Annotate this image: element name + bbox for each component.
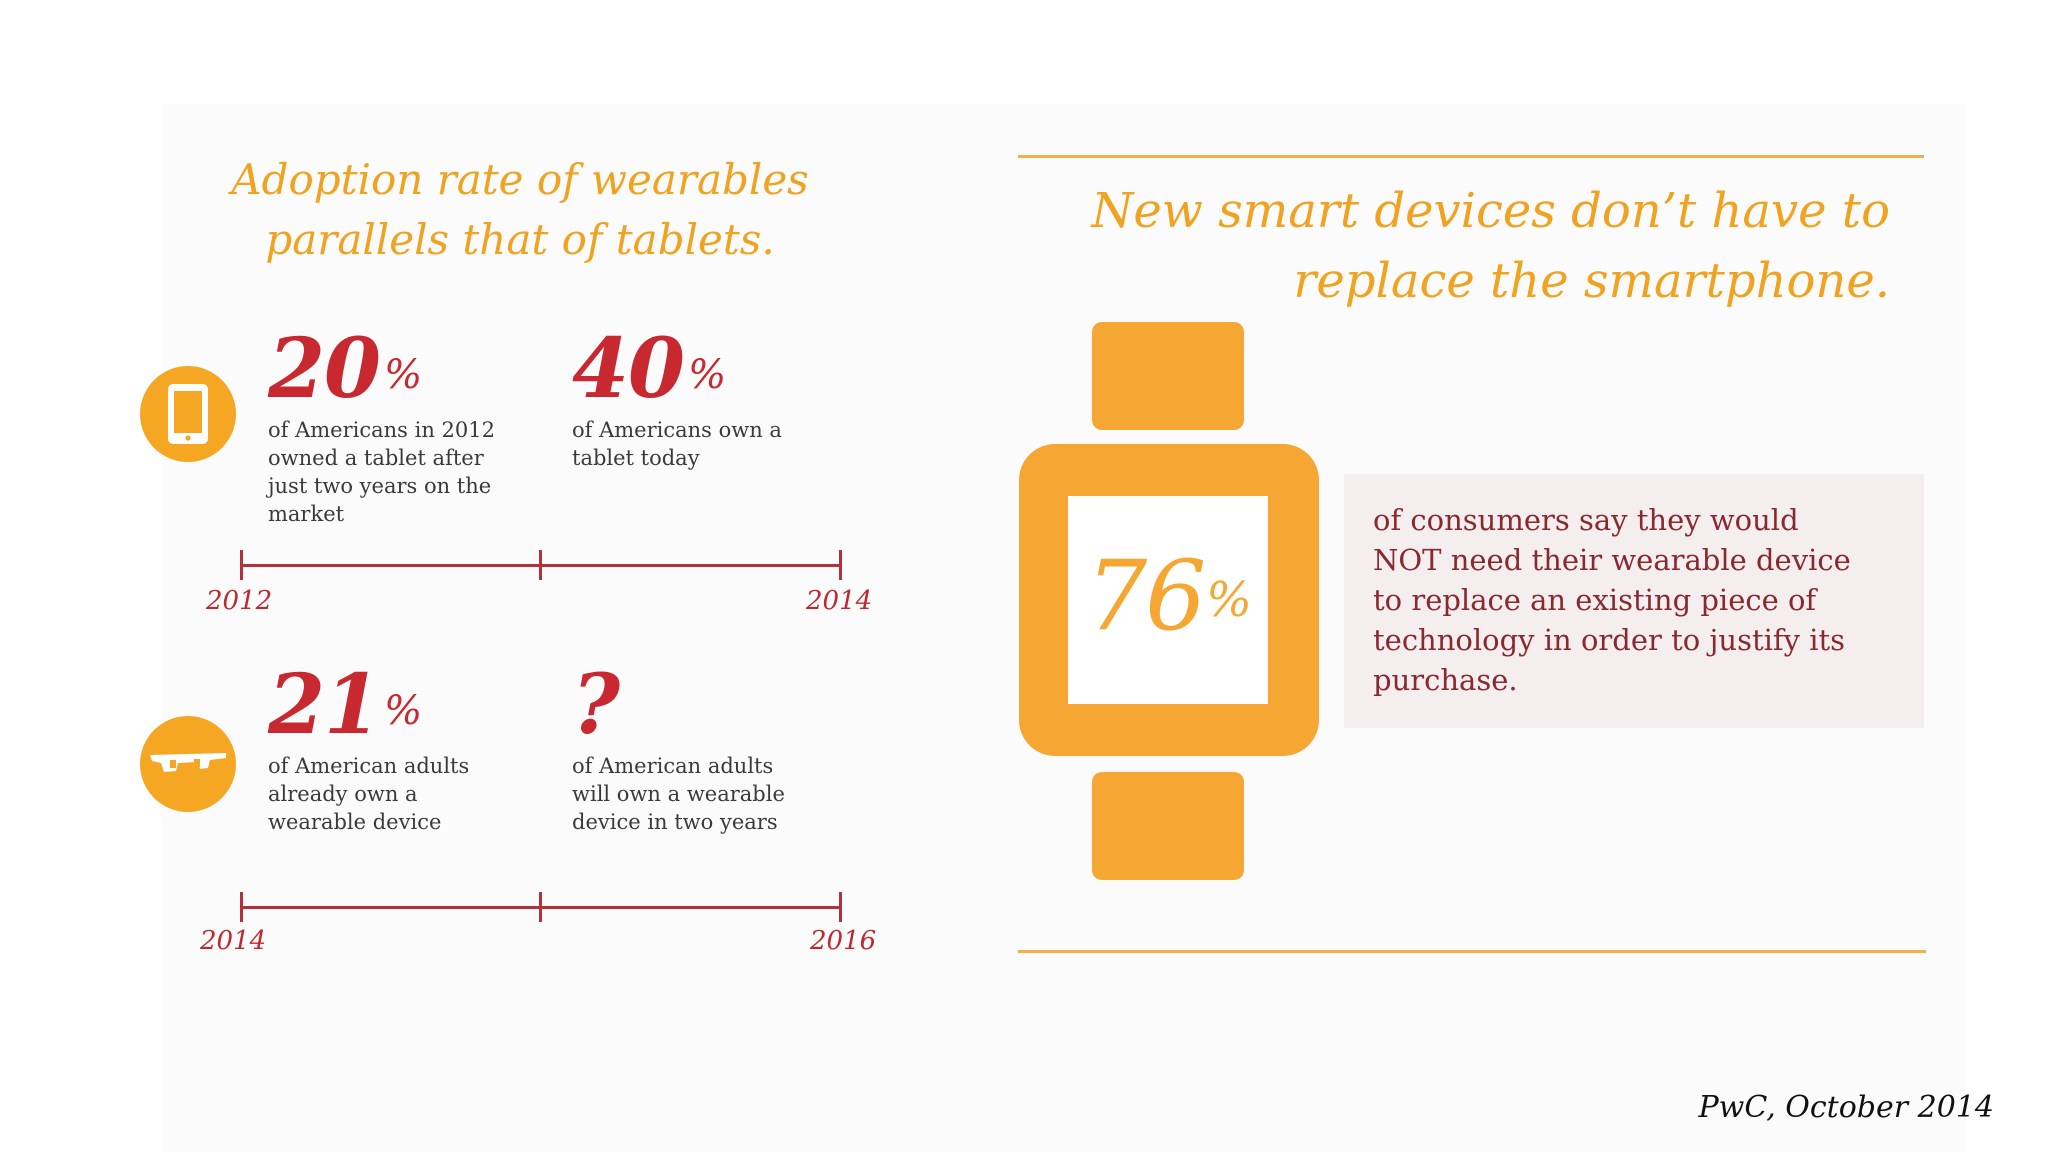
- stat-tablet-today-value: 40%: [572, 321, 726, 417]
- stat-wearable-now-value: 21%: [268, 657, 422, 753]
- top-divider: [1018, 155, 1924, 158]
- timeline-tick-end: [839, 892, 842, 922]
- timeline-tick-start: [240, 892, 243, 922]
- smartwatch-strap-top: [1092, 322, 1244, 430]
- timeline-tablet: [240, 550, 842, 580]
- bottom-divider: [1018, 950, 1926, 953]
- timeline-tablet-end-label: 2014: [806, 586, 873, 616]
- stat-wearable-future: ? of American adults will own a wearable…: [572, 662, 785, 836]
- timeline-wearable-start-label: 2014: [200, 926, 267, 956]
- smart-glasses-icon: [140, 716, 236, 812]
- stat-wearable-future-desc: of American adults will own a wearable d…: [572, 754, 785, 834]
- timeline-wearable-end-label: 2016: [810, 926, 877, 956]
- timeline-tick-mid: [539, 550, 542, 580]
- timeline-tick-start: [240, 550, 243, 580]
- stat-wearable-now: 21% of American adults already own a wea…: [268, 662, 469, 836]
- timeline-tablet-start-label: 2012: [206, 586, 273, 616]
- source-note: PwC, October 2014: [1698, 1090, 1994, 1125]
- stat-tablet-2012-desc: of Americans in 2012 owned a tablet afte…: [268, 418, 495, 526]
- watch-stat-value: 76%: [1086, 540, 1252, 652]
- stat-tablet-today: 40% of Americans own a tablet today: [572, 326, 782, 472]
- left-headline: Adoption rate of wearables parallels tha…: [231, 155, 809, 264]
- timeline-tick-end: [839, 550, 842, 580]
- timeline-tick-mid: [539, 892, 542, 922]
- tablet-icon: [140, 366, 236, 462]
- timeline-wearable: [240, 892, 842, 922]
- smartwatch-face: [1068, 496, 1268, 704]
- stat-tablet-2012-value: 20%: [268, 321, 422, 417]
- smartwatch-strap-bottom: [1092, 772, 1244, 880]
- consumer-text-box: [1344, 474, 1924, 728]
- right-headline: New smart devices don’t have to replace …: [1091, 183, 1890, 309]
- stat-wearable-future-value: ?: [572, 657, 620, 753]
- stat-wearable-now-desc: of American adults already own a wearabl…: [268, 754, 470, 834]
- stat-tablet-today-desc: of Americans own a tablet today: [572, 418, 782, 470]
- consumer-text: of consumers say they would NOT need the…: [1373, 503, 1851, 697]
- stat-tablet-2012: 20% of Americans in 2012 owned a tablet …: [268, 326, 495, 528]
